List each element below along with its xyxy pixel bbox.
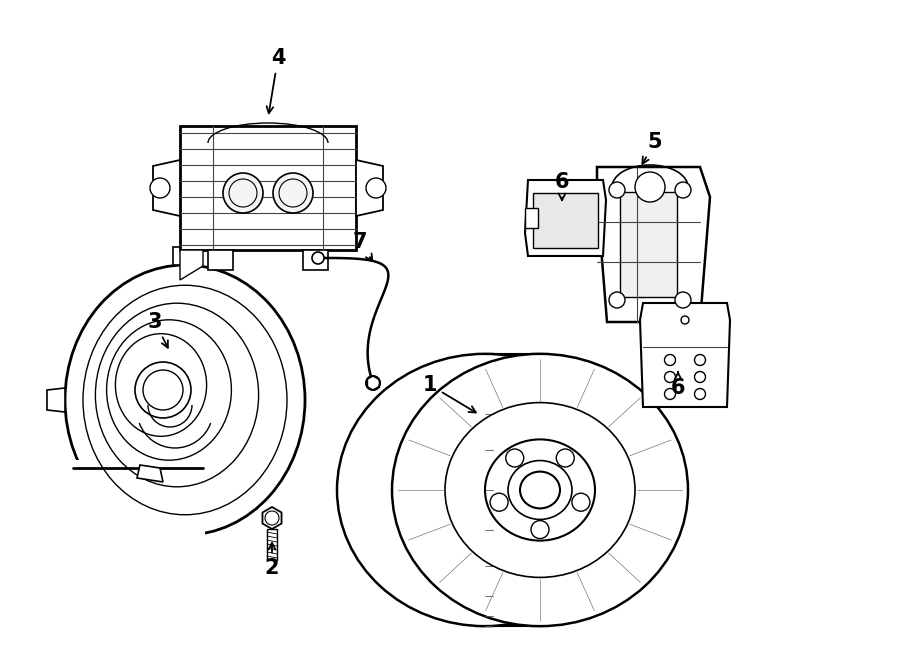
Circle shape [366,376,380,390]
Circle shape [675,292,691,308]
Polygon shape [597,167,710,322]
Polygon shape [533,193,598,248]
Polygon shape [263,507,282,529]
Polygon shape [180,126,356,250]
Polygon shape [640,303,730,407]
Ellipse shape [520,471,560,508]
Circle shape [491,493,508,511]
Circle shape [273,173,313,213]
Polygon shape [173,247,193,265]
Polygon shape [60,460,205,545]
Polygon shape [356,160,383,216]
Polygon shape [303,250,328,270]
Circle shape [695,371,706,383]
Circle shape [664,371,676,383]
Circle shape [675,182,691,198]
Ellipse shape [135,362,191,418]
Circle shape [609,292,625,308]
Circle shape [150,178,170,198]
Text: 6: 6 [554,172,569,200]
Ellipse shape [65,265,305,535]
Circle shape [695,354,706,366]
Text: 4: 4 [266,48,285,113]
Polygon shape [208,250,233,270]
Text: 7: 7 [353,232,373,261]
Polygon shape [137,465,163,482]
Circle shape [312,252,324,264]
Polygon shape [180,250,203,280]
Circle shape [506,449,524,467]
Circle shape [695,389,706,399]
Text: 3: 3 [148,312,168,348]
Polygon shape [47,388,65,412]
Circle shape [531,521,549,539]
Circle shape [366,178,386,198]
Circle shape [681,316,689,324]
Text: 2: 2 [265,543,279,578]
Circle shape [223,173,263,213]
Text: 6: 6 [670,372,685,398]
Circle shape [556,449,574,467]
Circle shape [635,172,665,202]
Text: 5: 5 [643,132,662,164]
Text: 1: 1 [423,375,476,412]
Polygon shape [153,160,180,216]
Circle shape [609,182,625,198]
Ellipse shape [337,354,633,626]
Circle shape [664,389,676,399]
Polygon shape [525,180,606,256]
Circle shape [572,493,590,511]
Polygon shape [267,529,277,560]
Circle shape [664,354,676,366]
Ellipse shape [392,354,688,626]
Polygon shape [620,192,677,297]
Polygon shape [525,208,538,228]
